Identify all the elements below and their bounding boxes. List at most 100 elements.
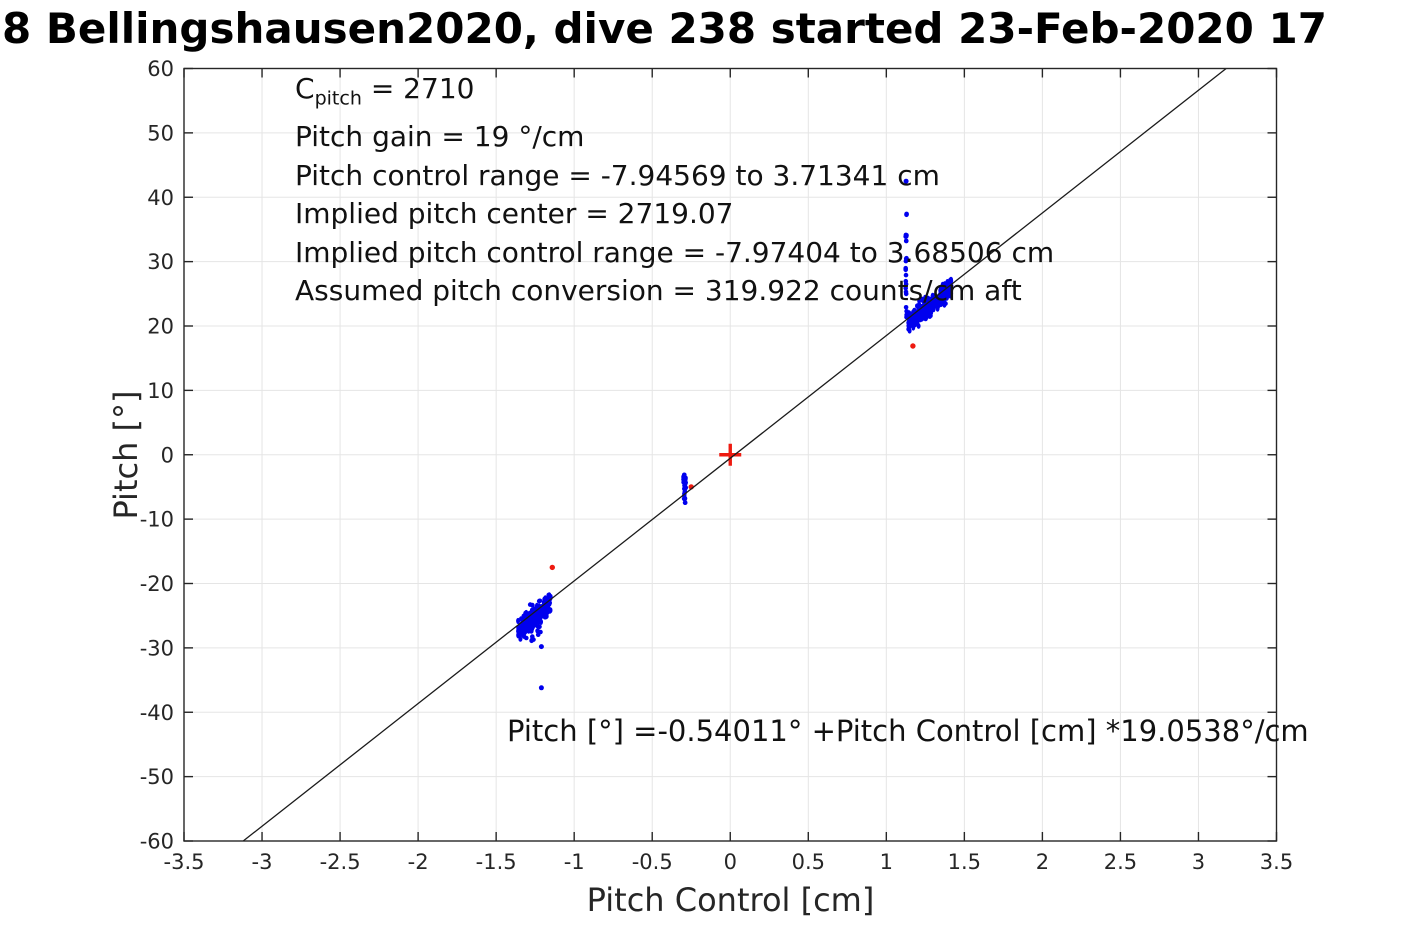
x-axis-label: Pitch Control [cm]	[586, 881, 875, 919]
data-point	[927, 302, 932, 307]
data-point	[682, 476, 687, 482]
data-point	[943, 294, 948, 300]
x-tick-label: 2	[1036, 850, 1049, 874]
y-tick-label: 30	[147, 250, 174, 274]
origin-plus-marker	[719, 443, 742, 466]
tick-marks	[183, 67, 1278, 842]
data-point	[938, 285, 943, 290]
data-point	[535, 615, 541, 620]
x-tick-label: -0.5	[632, 850, 673, 874]
data-point	[903, 305, 909, 310]
x-tick-label: -1.5	[476, 850, 517, 874]
data-point	[543, 614, 548, 620]
annotation-cpitch: Cpitch = 2710	[295, 70, 1054, 118]
x-tick-label: 0.5	[792, 850, 825, 874]
x-tick-label: 2.5	[1104, 850, 1137, 874]
y-tick-label: -50	[140, 765, 174, 789]
data-point	[903, 272, 909, 278]
annotation-pitch-gain: Pitch gain = 19 °/cm	[295, 120, 585, 154]
data-point	[535, 632, 541, 637]
x-tick-label: -1	[564, 850, 585, 874]
fit-annotation-block: Cpitch = 2710 Pitch gain = 19 °/cm Pitch…	[295, 70, 1054, 311]
data-point	[904, 255, 909, 261]
data-point	[527, 602, 533, 607]
data-point	[682, 472, 687, 478]
data-point	[524, 635, 529, 641]
data-point	[906, 320, 911, 326]
y-tick-label: 10	[147, 379, 174, 403]
fit-equation-label: Pitch [°] =-0.54011° +Pitch Control [cm]…	[507, 714, 1309, 748]
outlier-point-blue	[538, 685, 544, 691]
x-tick-label: 1	[880, 850, 893, 874]
cpitch-value: = 2710	[361, 72, 475, 105]
data-point	[903, 278, 909, 284]
data-point	[531, 637, 536, 642]
data-point	[920, 297, 925, 304]
data-point	[916, 323, 921, 329]
data-point	[926, 295, 931, 302]
x-tick-label: 3	[1192, 850, 1205, 874]
chart-title: 8 Bellingshausen2020, dive 238 started 2…	[2, 4, 1327, 53]
scatter-points-red	[549, 343, 916, 571]
cpitch-subscript: pitch	[314, 87, 362, 110]
data-point	[530, 623, 535, 628]
data-point	[949, 276, 953, 283]
y-axis-label: Pitch [°]	[107, 390, 145, 520]
annotation-implied-pitch-center: Implied pitch center = 2719.07	[295, 197, 734, 231]
data-point	[942, 302, 947, 308]
data-point	[912, 307, 917, 313]
data-point	[913, 314, 918, 320]
outlier-point-red	[910, 343, 916, 349]
data-point	[523, 610, 529, 616]
data-point	[535, 628, 540, 633]
annotation-pitch-control-range: Pitch control range = -7.94569 to 3.7134…	[295, 158, 940, 192]
data-point	[531, 617, 536, 623]
y-tick-label: 0	[161, 443, 174, 467]
data-point	[907, 328, 912, 334]
data-point	[536, 620, 542, 625]
outlier-point-blue	[903, 178, 909, 184]
data-point	[547, 592, 552, 599]
annotation-implied-pitch-control-range: Implied pitch control range = -7.97404 t…	[295, 235, 1055, 269]
data-point	[904, 309, 909, 314]
data-point	[541, 609, 545, 616]
data-point	[947, 292, 952, 299]
data-point	[929, 310, 934, 316]
y-tick-label: -40	[140, 701, 174, 725]
data-point	[921, 311, 926, 317]
data-point	[518, 633, 522, 639]
y-tick-label: 50	[147, 121, 174, 145]
data-point	[544, 610, 548, 616]
data-point	[519, 616, 523, 622]
y-tick-labels: -60 -50 -40 -30 -20 -10 0 10 20 30 40 50 60	[140, 57, 174, 854]
data-point	[523, 626, 529, 631]
fit-line	[242, 67, 1227, 842]
data-point	[682, 500, 688, 505]
data-point	[939, 301, 943, 307]
y-tick-label: 40	[147, 186, 174, 210]
data-point	[903, 289, 909, 295]
y-tick-label: -60	[140, 830, 174, 854]
x-tick-label: -2.5	[320, 850, 361, 874]
data-point	[935, 300, 940, 306]
data-point	[529, 627, 535, 632]
x-tick-label: -3	[252, 850, 273, 874]
y-tick-label: -10	[140, 508, 174, 532]
x-tick-label: 3.5	[1260, 850, 1293, 874]
y-tick-label: 20	[147, 315, 174, 339]
data-point	[903, 238, 909, 244]
annotation-assumed-pitch-conversion: Assumed pitch conversion = 319.922 count…	[295, 274, 1022, 308]
data-point	[903, 267, 908, 273]
x-tick-label: 0	[724, 850, 737, 874]
x-tick-label: -3.5	[164, 850, 205, 874]
data-point	[930, 292, 935, 299]
data-point	[904, 233, 909, 238]
regression-line	[242, 67, 1227, 842]
y-tick-label: -30	[140, 636, 174, 660]
data-point	[537, 624, 542, 630]
outlier-point-red	[549, 564, 555, 571]
data-point	[682, 496, 687, 502]
y-tick-label: 60	[147, 57, 174, 81]
y-tick-label: -20	[140, 572, 174, 596]
